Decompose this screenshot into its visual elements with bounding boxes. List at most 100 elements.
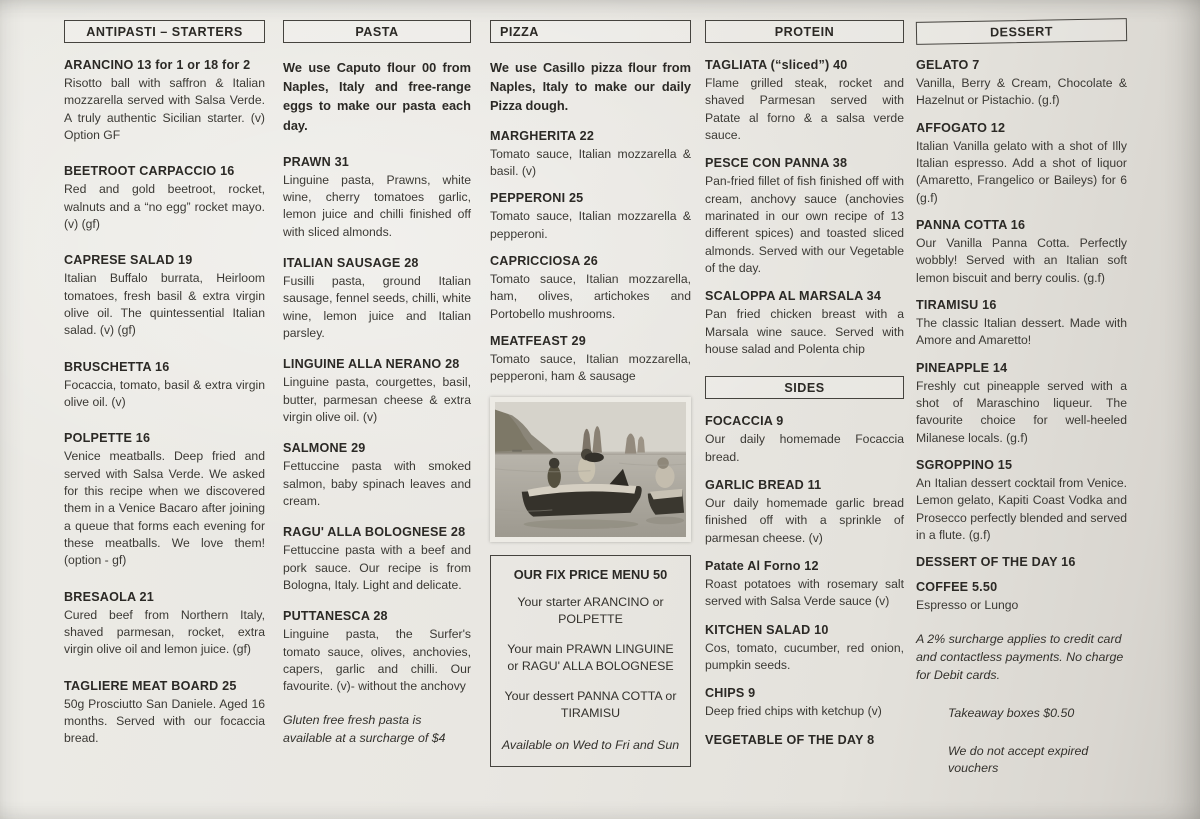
menu-item-name: LINGUINE ALLA NERANO 28 xyxy=(283,357,460,372)
menu-item-description: Risotto ball with saffron & Italian mozz… xyxy=(64,76,265,142)
menu-item-name: ITALIAN SAUSAGE 28 xyxy=(283,256,419,271)
menu-item-description: Roast potatoes with rosemary salt served… xyxy=(705,576,904,609)
menu-item-name: SALMONE 29 xyxy=(283,441,366,456)
section-header-antipasti: ANTIPASTI – STARTERS xyxy=(64,20,265,43)
menu-note: We do not accept expired vouchers xyxy=(948,743,1089,776)
menu-item: DESSERT OF THE DAY 16 xyxy=(916,555,1127,569)
menu-item: MEATFEAST 29 Tomato sauce, Italian mozzar… xyxy=(490,334,691,386)
section-header-sides: SIDES xyxy=(705,376,904,400)
menu-item-description: Tomato sauce, Italian mozzarella & basil… xyxy=(490,146,691,178)
menu-item-description: Freshly cut pineapple served with a shot… xyxy=(916,378,1127,445)
menu-item-name: SCALOPPA AL MARSALA 34 xyxy=(705,289,882,304)
menu-item-name: MARGHERITA 22 xyxy=(490,128,595,143)
menu-item-name: FOCACCIA 9 xyxy=(705,414,784,429)
menu-item-name: TIRAMISU 16 xyxy=(916,297,997,312)
section-header-pasta: PASTA xyxy=(283,20,471,43)
column-body-pizza: We use Casillo pizza flour from Naples, … xyxy=(490,58,691,768)
menu-item: PANNA COTTA 16 Our Vanilla Panna Cotta. P… xyxy=(916,218,1127,287)
menu-item: TAGLIERE MEAT BOARD 25 50g Prosciutto San… xyxy=(64,679,265,748)
menu-item-description: Espresso or Lungo xyxy=(916,598,1019,613)
menu-item: ARANCINO 13 for 1 or 18 for 2 Risotto bal… xyxy=(64,58,265,144)
menu-item-description: Cured beef from Northern Italy, shaved p… xyxy=(64,607,265,657)
menu-item: ITALIAN SAUSAGE 28 Fusilli pasta, ground … xyxy=(283,256,471,342)
section-header-protein: PROTEIN xyxy=(705,20,904,43)
menu-item-description: Tomato sauce, Italian mozzarella, ham, o… xyxy=(490,271,691,321)
menu-item: PESCE CON PANNA 38 Pan-fried fillet of fi… xyxy=(705,156,904,277)
menu-item: CAPRESE SALAD 19 Italian Buffalo burrata,… xyxy=(64,253,265,339)
column-dessert: DESSERT GELATO 7 Vanilla, Berry & Cream, … xyxy=(915,18,1128,792)
menu-item: PRAWN 31 Linguine pasta, Prawns, white wi… xyxy=(283,155,471,241)
menu-item: CHIPS 9 Deep fried chips with ketchup (v) xyxy=(705,686,904,720)
column-body-pasta: We use Caputo flour 00 from Naples, Ital… xyxy=(283,58,471,748)
fix-price-menu-line: Your main PRAWN LINGUINE or RAGU' ALLA B… xyxy=(507,641,674,674)
menu-item: SGROPPINO 15 An Italian dessert cocktail … xyxy=(916,458,1127,544)
menu-item-name: BRUSCHETTA 16 xyxy=(64,359,170,374)
menu-item-description: Vanilla, Berry & Cream, Chocolate & Haze… xyxy=(916,76,1127,108)
fix-price-menu-footer: Available on Wed to Fri and Sun xyxy=(501,738,680,753)
menu-item: RAGU' ALLA BOLOGNESE 28 Fettuccine pasta … xyxy=(283,525,471,594)
menu-item-name: PUTTANESCA 28 xyxy=(283,609,388,624)
menu-item-name: CAPRESE SALAD 19 xyxy=(64,253,193,268)
menu-item-description: Fettuccine pasta with smoked salmon, bab… xyxy=(283,459,471,509)
menu-item-name: PRAWN 31 xyxy=(283,154,349,169)
vintage-photo-illustration xyxy=(494,401,687,538)
menu-item-name: RAGU' ALLA BOLOGNESE 28 xyxy=(283,525,466,540)
menu-item-description: Fusilli pasta, ground Italian sausage, f… xyxy=(283,274,471,341)
menu-item-description: Cos, tomato, cucumber, red onion, pumpki… xyxy=(705,640,904,672)
section-header-pizza: PIZZA xyxy=(490,20,691,43)
menu-item-description: Italian Vanilla gelato with a shot of Il… xyxy=(916,138,1127,205)
menu-item-description: 50g Prosciutto San Daniele. Aged 16 mont… xyxy=(64,696,265,746)
vintage-capri-boats-photo xyxy=(490,396,691,543)
menu-item-name: POLPETTE 16 xyxy=(64,431,151,446)
menu-item: BRUSCHETTA 16 Focaccia, tomato, basil & e… xyxy=(64,360,265,412)
menu-note: A 2% surcharge applies to credit card an… xyxy=(916,631,1124,682)
menu-item: PEPPERONI 25 Tomato sauce, Italian mozzar… xyxy=(490,191,691,243)
menu-item-description: Linguine pasta, the Surfer's tomato sauc… xyxy=(283,627,471,694)
menu-item-name: DESSERT OF THE DAY 16 xyxy=(916,555,1076,570)
column-pasta: PASTA We use Caputo flour 00 from Naples… xyxy=(283,20,471,762)
menu-item-description: An Italian dessert cocktail from Venice.… xyxy=(916,475,1127,542)
menu-item: BRESAOLA 21 Cured beef from Northern Ital… xyxy=(64,590,265,659)
menu-item-name: SGROPPINO 15 xyxy=(916,457,1013,472)
fix-price-menu-box: OUR FIX PRICE MENU 50 Your starter ARANCI… xyxy=(490,555,691,768)
menu-item-name: CAPRICCIOSA 26 xyxy=(490,253,599,268)
menu-item-name: PINEAPPLE 14 xyxy=(916,360,1008,375)
column-body-antipasti: ARANCINO 13 for 1 or 18 for 2 Risotto bal… xyxy=(64,58,265,748)
menu-item-description: Our Vanilla Panna Cotta. Perfectly wobbl… xyxy=(916,235,1127,285)
menu-item: SALMONE 29 Fettuccine pasta with smoked s… xyxy=(283,441,471,510)
menu-item: COFFEE 5.50 Espresso or Lungo xyxy=(916,580,1127,614)
menu-item-description: Red and gold beetroot, rocket, walnuts a… xyxy=(64,182,265,231)
menu-item: Patate Al Forno 12 Roast potatoes with ro… xyxy=(705,559,904,611)
menu-item: LINGUINE ALLA NERANO 28 Linguine pasta, c… xyxy=(283,357,471,426)
menu-item-description: Flame grilled steak, rocket and shaved P… xyxy=(705,76,904,142)
column-body-dessert: GELATO 7 Vanilla, Berry & Cream, Chocolat… xyxy=(916,58,1127,778)
menu-item-name: GELATO 7 xyxy=(916,58,980,72)
menu-item-name: COFFEE 5.50 xyxy=(916,580,998,595)
menu-item: TIRAMISU 16 The classic Italian dessert. … xyxy=(916,298,1127,350)
menu-item-description: Deep fried chips with ketchup (v) xyxy=(705,704,882,719)
section-header-dessert: DESSERT xyxy=(915,18,1128,45)
menu-item: BEETROOT CARPACCIO 16 Red and gold beetro… xyxy=(64,164,265,233)
menu-item-description: Fettuccine pasta with a beef and pork sa… xyxy=(283,543,471,592)
menu-item-name: PANNA COTTA 16 xyxy=(916,217,1026,232)
section-intro-text: We use Caputo flour 00 from Naples, Ital… xyxy=(283,60,471,133)
menu-item-description: Focaccia, tomato, basil & extra virgin o… xyxy=(64,377,265,409)
menu-item: TAGLIATA (“sliced”) 40 Flame grilled stea… xyxy=(705,58,904,144)
menu-item-name: KITCHEN SALAD 10 xyxy=(705,622,829,637)
column-protein: PROTEIN TAGLIATA (“sliced”) 40 Flame gril… xyxy=(705,20,904,759)
column-body-protein: TAGLIATA (“sliced”) 40 Flame grilled stea… xyxy=(705,58,904,747)
menu-item-name: BEETROOT CARPACCIO 16 xyxy=(64,164,235,179)
menu-item-name: CHIPS 9 xyxy=(705,686,756,701)
menu-item-description: Pan-fried fillet of fish finished off wi… xyxy=(705,174,904,275)
menu-note: Takeaway boxes $0.50 xyxy=(948,705,1075,720)
menu-item-description: Italian Buffalo burrata, Heirloom tomato… xyxy=(64,271,265,338)
menu-item: VEGETABLE OF THE DAY 8 xyxy=(705,733,904,747)
fix-price-menu-line: Your dessert PANNA COTTA or TIRAMISU xyxy=(504,688,677,720)
column-antipasti: ANTIPASTI – STARTERS ARANCINO 13 for 1 o… xyxy=(64,20,265,768)
column-pizza: PIZZA We use Casillo pizza flour from Na… xyxy=(490,20,691,768)
menu-item-name: TAGLIATA (“sliced”) 40 xyxy=(705,58,848,72)
menu-note: Gluten free fresh pasta is available at … xyxy=(283,712,446,745)
menu-item-name: GARLIC BREAD 11 xyxy=(705,477,822,492)
menu-item: MARGHERITA 22 Tomato sauce, Italian mozza… xyxy=(490,129,691,181)
